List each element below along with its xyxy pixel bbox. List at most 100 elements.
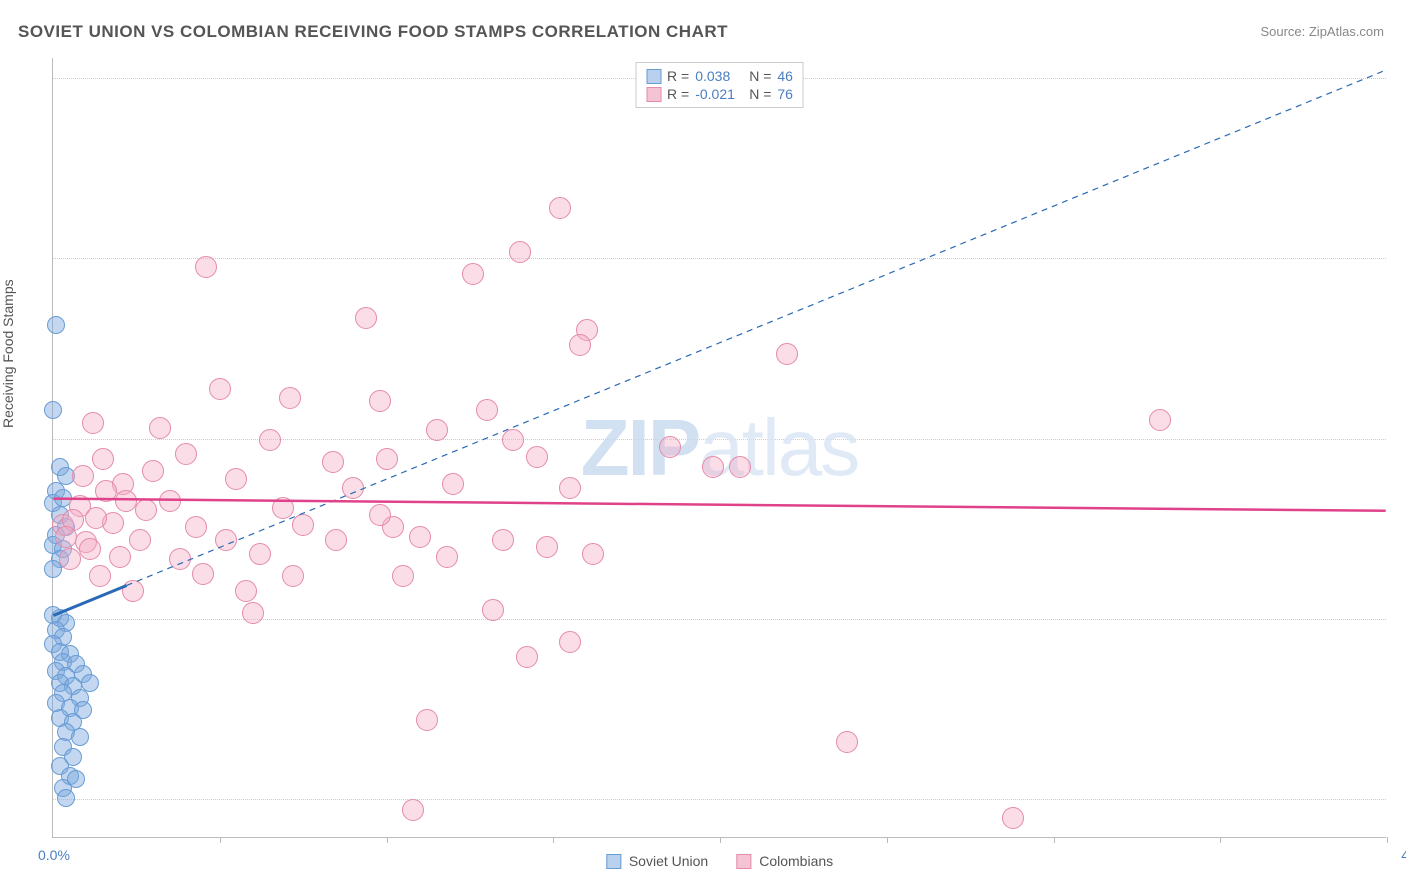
data-point [322,451,344,473]
x-axis-min-label: 0.0% [38,847,70,863]
x-tick [553,837,554,843]
data-point [225,468,247,490]
data-point [209,378,231,400]
data-point [67,770,85,788]
legend-swatch [646,87,661,102]
data-point [89,565,111,587]
data-point [292,514,314,536]
data-point [195,256,217,278]
n-label: N = [749,86,771,102]
data-point [416,709,438,731]
data-point [92,448,114,470]
data-point [526,446,548,468]
data-point [436,546,458,568]
data-point [702,456,724,478]
legend-correlation-row: R =-0.021N =76 [646,85,793,103]
data-point [259,429,281,451]
data-point [82,412,104,434]
n-value: 46 [777,68,793,84]
data-point [492,529,514,551]
data-point [729,456,751,478]
data-point [369,504,391,526]
x-tick [1220,837,1221,843]
x-tick [387,837,388,843]
data-point [72,465,94,487]
gridline-h [53,439,1386,440]
legend-series-label: Soviet Union [629,853,708,869]
data-point [516,646,538,668]
data-point [1149,409,1171,431]
data-point [836,731,858,753]
data-point [325,529,347,551]
data-point [776,343,798,365]
source-name: ZipAtlas.com [1309,24,1384,39]
data-point [135,499,157,521]
source-attribution: Source: ZipAtlas.com [1260,24,1384,39]
data-point [55,526,77,548]
data-point [242,602,264,624]
r-value: 0.038 [695,68,743,84]
data-point [426,419,448,441]
legend-swatch [646,69,661,84]
data-point [272,497,294,519]
x-tick [887,837,888,843]
data-point [536,536,558,558]
data-point [502,429,524,451]
data-point [509,241,531,263]
data-point [129,529,151,551]
data-point [249,543,271,565]
data-point [442,473,464,495]
legend-swatch [606,854,621,869]
data-point [342,477,364,499]
x-tick [220,837,221,843]
data-point [115,490,137,512]
data-point [57,789,75,807]
y-tick-label: 15.0% [1391,447,1406,463]
data-point [175,443,197,465]
data-point [44,401,62,419]
legend-correlation-row: R =0.038N =46 [646,67,793,85]
watermark-bold: ZIP [581,403,699,492]
data-point [109,546,131,568]
x-tick [1054,837,1055,843]
data-point [215,529,237,551]
data-point [559,477,581,499]
trend-lines-overlay [53,58,1386,837]
watermark-light: atlas [699,403,858,492]
r-label: R = [667,86,689,102]
data-point [1002,807,1024,829]
data-point [279,387,301,409]
data-point [85,507,107,529]
data-point [142,460,164,482]
y-tick-label: 22.5% [1391,265,1406,281]
chart-title: SOVIET UNION VS COLOMBIAN RECEIVING FOOD… [18,22,728,42]
x-tick [720,837,721,843]
data-point [482,599,504,621]
data-point [582,543,604,565]
data-point [409,526,431,548]
source-prefix: Source: [1260,24,1308,39]
data-point [549,197,571,219]
data-point [376,448,398,470]
legend-series-item: Colombians [736,853,833,869]
data-point [47,316,65,334]
data-point [559,631,581,653]
data-point [59,548,81,570]
data-point [71,728,89,746]
data-point [392,565,414,587]
x-tick [1387,837,1388,843]
correlation-legend: R =0.038N =46R =-0.021N =76 [635,62,804,108]
data-point [659,436,681,458]
legend-series-item: Soviet Union [606,853,708,869]
data-point [569,334,591,356]
x-axis-max-label: 40.0% [1401,847,1406,863]
series-legend: Soviet Union Colombians [606,853,833,869]
data-point [159,490,181,512]
legend-series-label: Colombians [759,853,833,869]
gridline-h [53,258,1386,259]
data-point [169,548,191,570]
data-point [235,580,257,602]
data-point [192,563,214,585]
data-point [476,399,498,421]
plot-area: ZIPatlas R =0.038N =46R =-0.021N =76 0.0… [52,58,1386,838]
